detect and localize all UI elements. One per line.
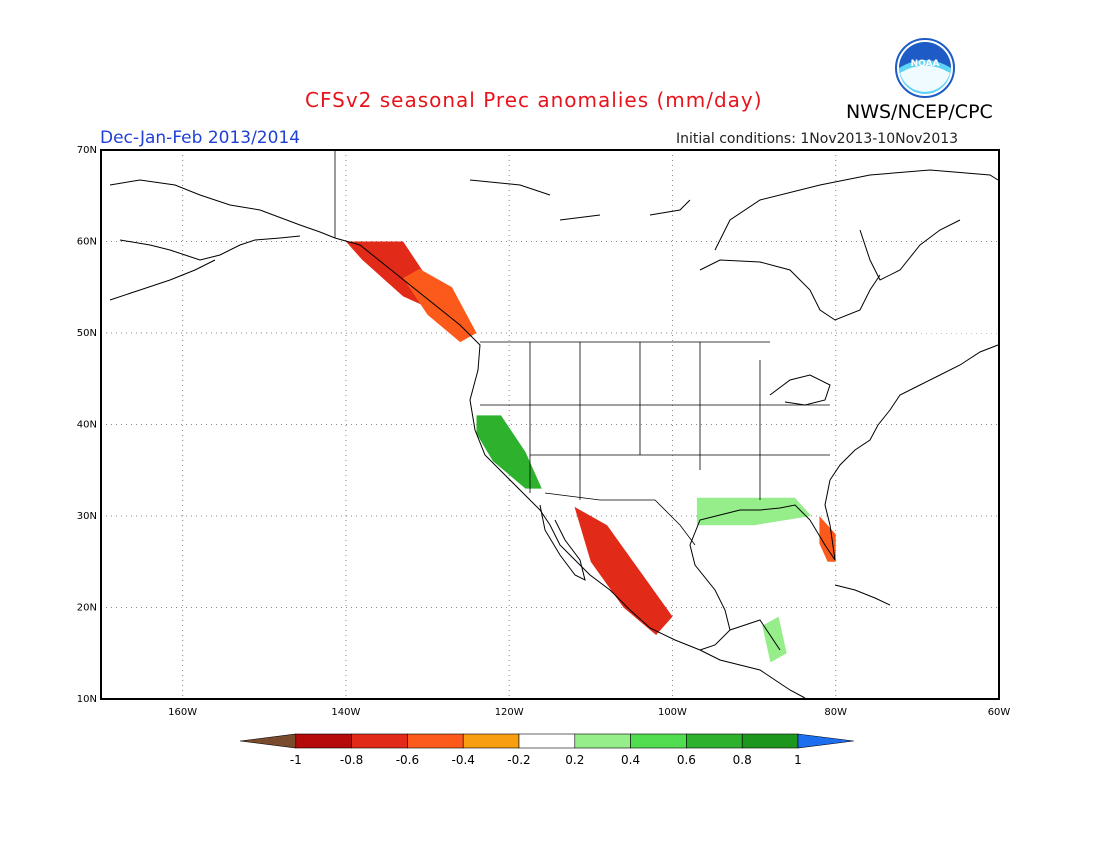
colorbar-arrow-left <box>239 733 297 749</box>
chart-title: CFSv2 seasonal Prec anomalies (mm/day) <box>305 88 763 112</box>
season-label: Dec-Jan-Feb 2013/2014 <box>100 128 301 148</box>
lat-tick-label: 50N <box>77 328 97 339</box>
lon-tick-label: 60W <box>988 707 1011 718</box>
colorbar-label: -0.4 <box>451 753 474 767</box>
colorbar-arrow-right <box>797 733 854 749</box>
colorbar-cell <box>351 733 408 749</box>
mexico-pacific-dry-anomaly <box>574 506 673 635</box>
colorbar-cell <box>462 733 520 749</box>
agency-label: NWS/NCEP/CPC <box>846 101 993 123</box>
lat-tick-label: 30N <box>77 511 97 522</box>
lat-tick-label: 70N <box>77 145 97 156</box>
colorbar-cell <box>686 733 743 749</box>
florida-dry-anomaly <box>819 516 836 562</box>
colorbar-label: -0.8 <box>340 753 363 767</box>
map-frame <box>100 149 1000 700</box>
colorbar-label: 0.4 <box>621 753 640 767</box>
anomaly-field <box>345 241 999 663</box>
latitude-tick-labels: 70N 60N 50N 40N 30N 20N 10N <box>77 145 97 705</box>
colorbar-cell <box>574 733 631 749</box>
colorbar-label: 1 <box>794 753 802 767</box>
colorbar-cell <box>518 733 576 749</box>
map-panel <box>101 150 999 699</box>
colorbar-label: -0.2 <box>507 753 530 767</box>
colorbar-cell <box>407 733 464 749</box>
noaa-logo-text: NOAA <box>911 59 940 69</box>
colorbar-label: -1 <box>290 753 302 767</box>
lat-tick-label: 40N <box>77 420 97 431</box>
lon-tick-label: 140W <box>331 707 360 718</box>
lon-tick-label: 100W <box>658 707 687 718</box>
colorbar-label: 0.6 <box>677 753 696 767</box>
lon-tick-label: 120W <box>495 707 524 718</box>
lat-tick-label: 60N <box>77 237 97 248</box>
colorbar: -1 -0.8 -0.6 -0.4 -0.2 0.2 0.4 0.6 0.8 1 <box>239 733 854 767</box>
lat-tick-label: 20N <box>77 603 97 614</box>
colorbar-label: 0.8 <box>733 753 752 767</box>
colorbar-label: 0.2 <box>565 753 584 767</box>
lat-tick-label: 10N <box>77 694 97 705</box>
lon-tick-label: 160W <box>168 707 197 718</box>
colorbar-cell <box>295 733 352 749</box>
california-wet-anomaly <box>476 415 542 489</box>
colorbar-cell <box>630 733 687 749</box>
gulf-coast-wet-anomaly <box>696 497 812 526</box>
longitude-tick-labels: 160W 140W 120W 100W 80W 60W <box>168 707 1010 718</box>
initial-conditions-label: Initial conditions: 1Nov2013-10Nov2013 <box>676 131 959 147</box>
noaa-logo: NOAA <box>895 38 955 98</box>
political-borders <box>334 150 830 546</box>
colorbar-label: -0.6 <box>396 753 419 767</box>
coastlines <box>109 169 999 699</box>
newfoundland-dry-anomaly <box>917 323 999 333</box>
colorbar-cell <box>741 733 799 749</box>
lon-tick-label: 80W <box>824 707 847 718</box>
central-america-wet-anomaly <box>762 616 787 663</box>
